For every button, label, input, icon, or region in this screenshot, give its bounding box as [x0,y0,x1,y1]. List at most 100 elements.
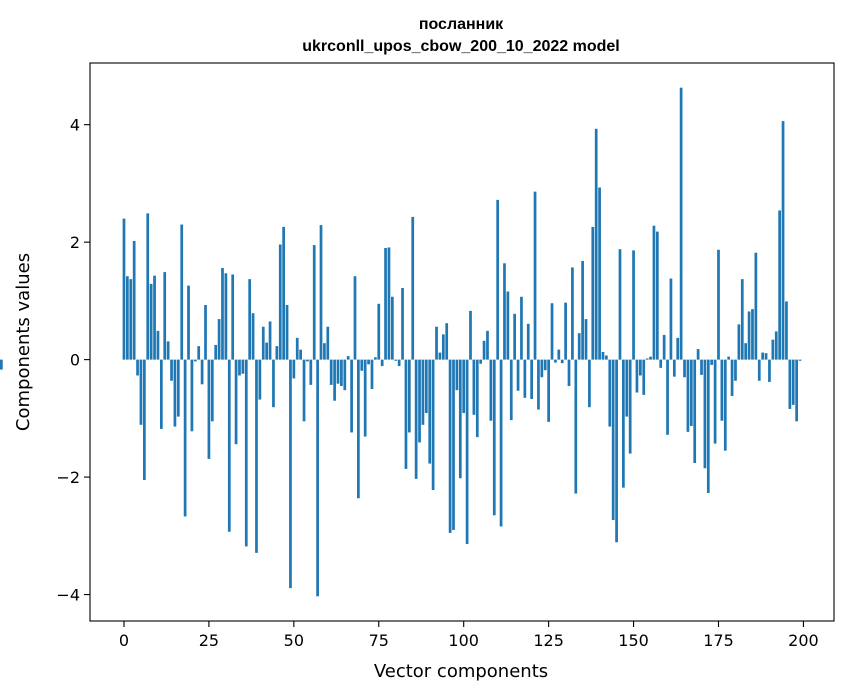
bar [204,305,207,360]
bar [139,359,143,425]
bar [435,326,438,360]
bar [367,359,370,365]
bar [316,359,319,597]
bar [608,359,612,427]
bar [788,359,792,409]
y-tick-label: 2 [70,233,80,252]
bar [193,359,197,362]
bar [666,359,669,435]
bar [156,330,160,360]
bar [472,359,476,415]
bar [448,359,452,533]
bar [438,352,442,360]
x-tick-label: 150 [618,631,649,650]
bar [251,313,255,360]
bar [577,333,581,360]
bar [455,359,459,391]
bar [299,349,302,360]
bar [333,359,336,401]
bar [306,359,309,362]
bar [557,349,561,360]
bar [785,301,788,360]
bar [360,359,364,371]
bar [639,359,642,376]
bar [747,311,751,360]
bar [346,356,350,360]
bar [594,128,598,360]
bar [282,226,285,360]
bar [394,359,398,361]
bar [672,359,676,377]
bar [353,276,357,360]
bar [129,279,133,360]
x-tick-label: 0 [119,631,129,650]
bar [730,359,734,397]
bar [391,296,394,360]
bar [469,310,472,360]
bar [387,247,391,360]
bar [441,334,445,360]
bar [669,278,673,360]
bar [649,356,652,360]
bar [771,339,775,360]
bar [642,359,646,395]
plot-frame [89,62,835,622]
bar [717,249,720,360]
bar [302,359,306,422]
bar [380,359,384,367]
bar [326,326,330,360]
bar [143,359,146,481]
bar [183,359,187,517]
bar [424,359,428,414]
bar [180,224,184,360]
bar [635,359,639,393]
bar [652,225,656,360]
bar [452,359,455,530]
bar [176,359,180,417]
bar [258,359,262,400]
bar [601,351,605,360]
bar [560,359,564,364]
bar [574,359,578,494]
bar [319,225,323,360]
bar [737,324,741,360]
bar [489,359,493,421]
bar [503,263,506,360]
bar [591,226,595,360]
bar [248,279,252,360]
bar [720,359,724,421]
bar [696,349,700,360]
bar [520,296,523,360]
bar [234,359,238,445]
bar [363,359,367,437]
bar [710,359,714,365]
bar [768,359,771,382]
bar [727,356,731,360]
bar [241,359,245,374]
bar [132,240,136,360]
x-tick-label: 125 [533,631,564,650]
bar [418,359,421,443]
bar [295,337,299,360]
bar [713,359,717,444]
bar [166,341,170,360]
chart-title-line-1: посланник [419,16,504,33]
bar [567,359,571,387]
bar [547,359,550,422]
bar [340,359,343,387]
bar [343,359,347,391]
bar [224,273,228,360]
bar [516,359,520,391]
bar [458,359,462,479]
bar [350,359,353,433]
bar [136,359,139,376]
bar [261,326,265,360]
bar [506,291,510,360]
bar [740,279,744,360]
bar [791,359,795,405]
bar [781,121,785,360]
bar [486,330,489,360]
bar [475,359,479,438]
bar [734,359,737,381]
